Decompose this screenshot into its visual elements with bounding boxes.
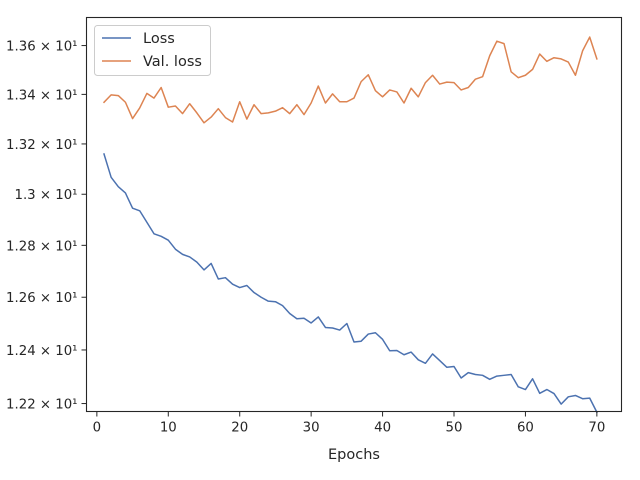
x-axis-ticks: 0 10 20 30 40 50 60 70 <box>93 411 605 436</box>
x-tick-label: 60 <box>517 421 534 436</box>
x-tick-label: 20 <box>231 421 248 436</box>
plot-lines <box>102 36 598 414</box>
y-tick-label: 1.34 × 10¹ <box>6 88 77 103</box>
y-tick-label: 1.3 × 10¹ <box>15 188 78 203</box>
x-tick-label: 10 <box>160 421 177 436</box>
legend-label-val-loss: Val. loss <box>143 54 202 70</box>
x-tick-label: 30 <box>303 421 320 436</box>
legend: Loss Val. loss <box>94 25 211 76</box>
series-line-val-loss <box>102 36 598 124</box>
x-axis-title: Epochs <box>328 447 380 463</box>
y-tick-label: 1.36 × 10¹ <box>6 40 77 55</box>
y-axis-ticks: 1.22 × 10¹ 1.24 × 10¹ 1.26 × 10¹ 1.28 × 10¹… <box>6 40 87 413</box>
x-tick-label: 40 <box>374 421 391 436</box>
legend-label-loss: Loss <box>143 31 175 47</box>
y-tick-label: 1.32 × 10¹ <box>6 138 77 153</box>
x-tick-label: 50 <box>446 421 463 436</box>
y-tick-label: 1.26 × 10¹ <box>6 291 77 306</box>
y-tick-label: 1.24 × 10¹ <box>6 344 77 359</box>
x-tick-label: 70 <box>588 421 605 436</box>
series-line-loss <box>103 153 598 414</box>
y-tick-label: 1.28 × 10¹ <box>6 239 77 254</box>
y-tick-label: 1.22 × 10¹ <box>6 398 77 413</box>
x-tick-label: 0 <box>93 421 101 436</box>
plot-frame <box>85 16 623 413</box>
